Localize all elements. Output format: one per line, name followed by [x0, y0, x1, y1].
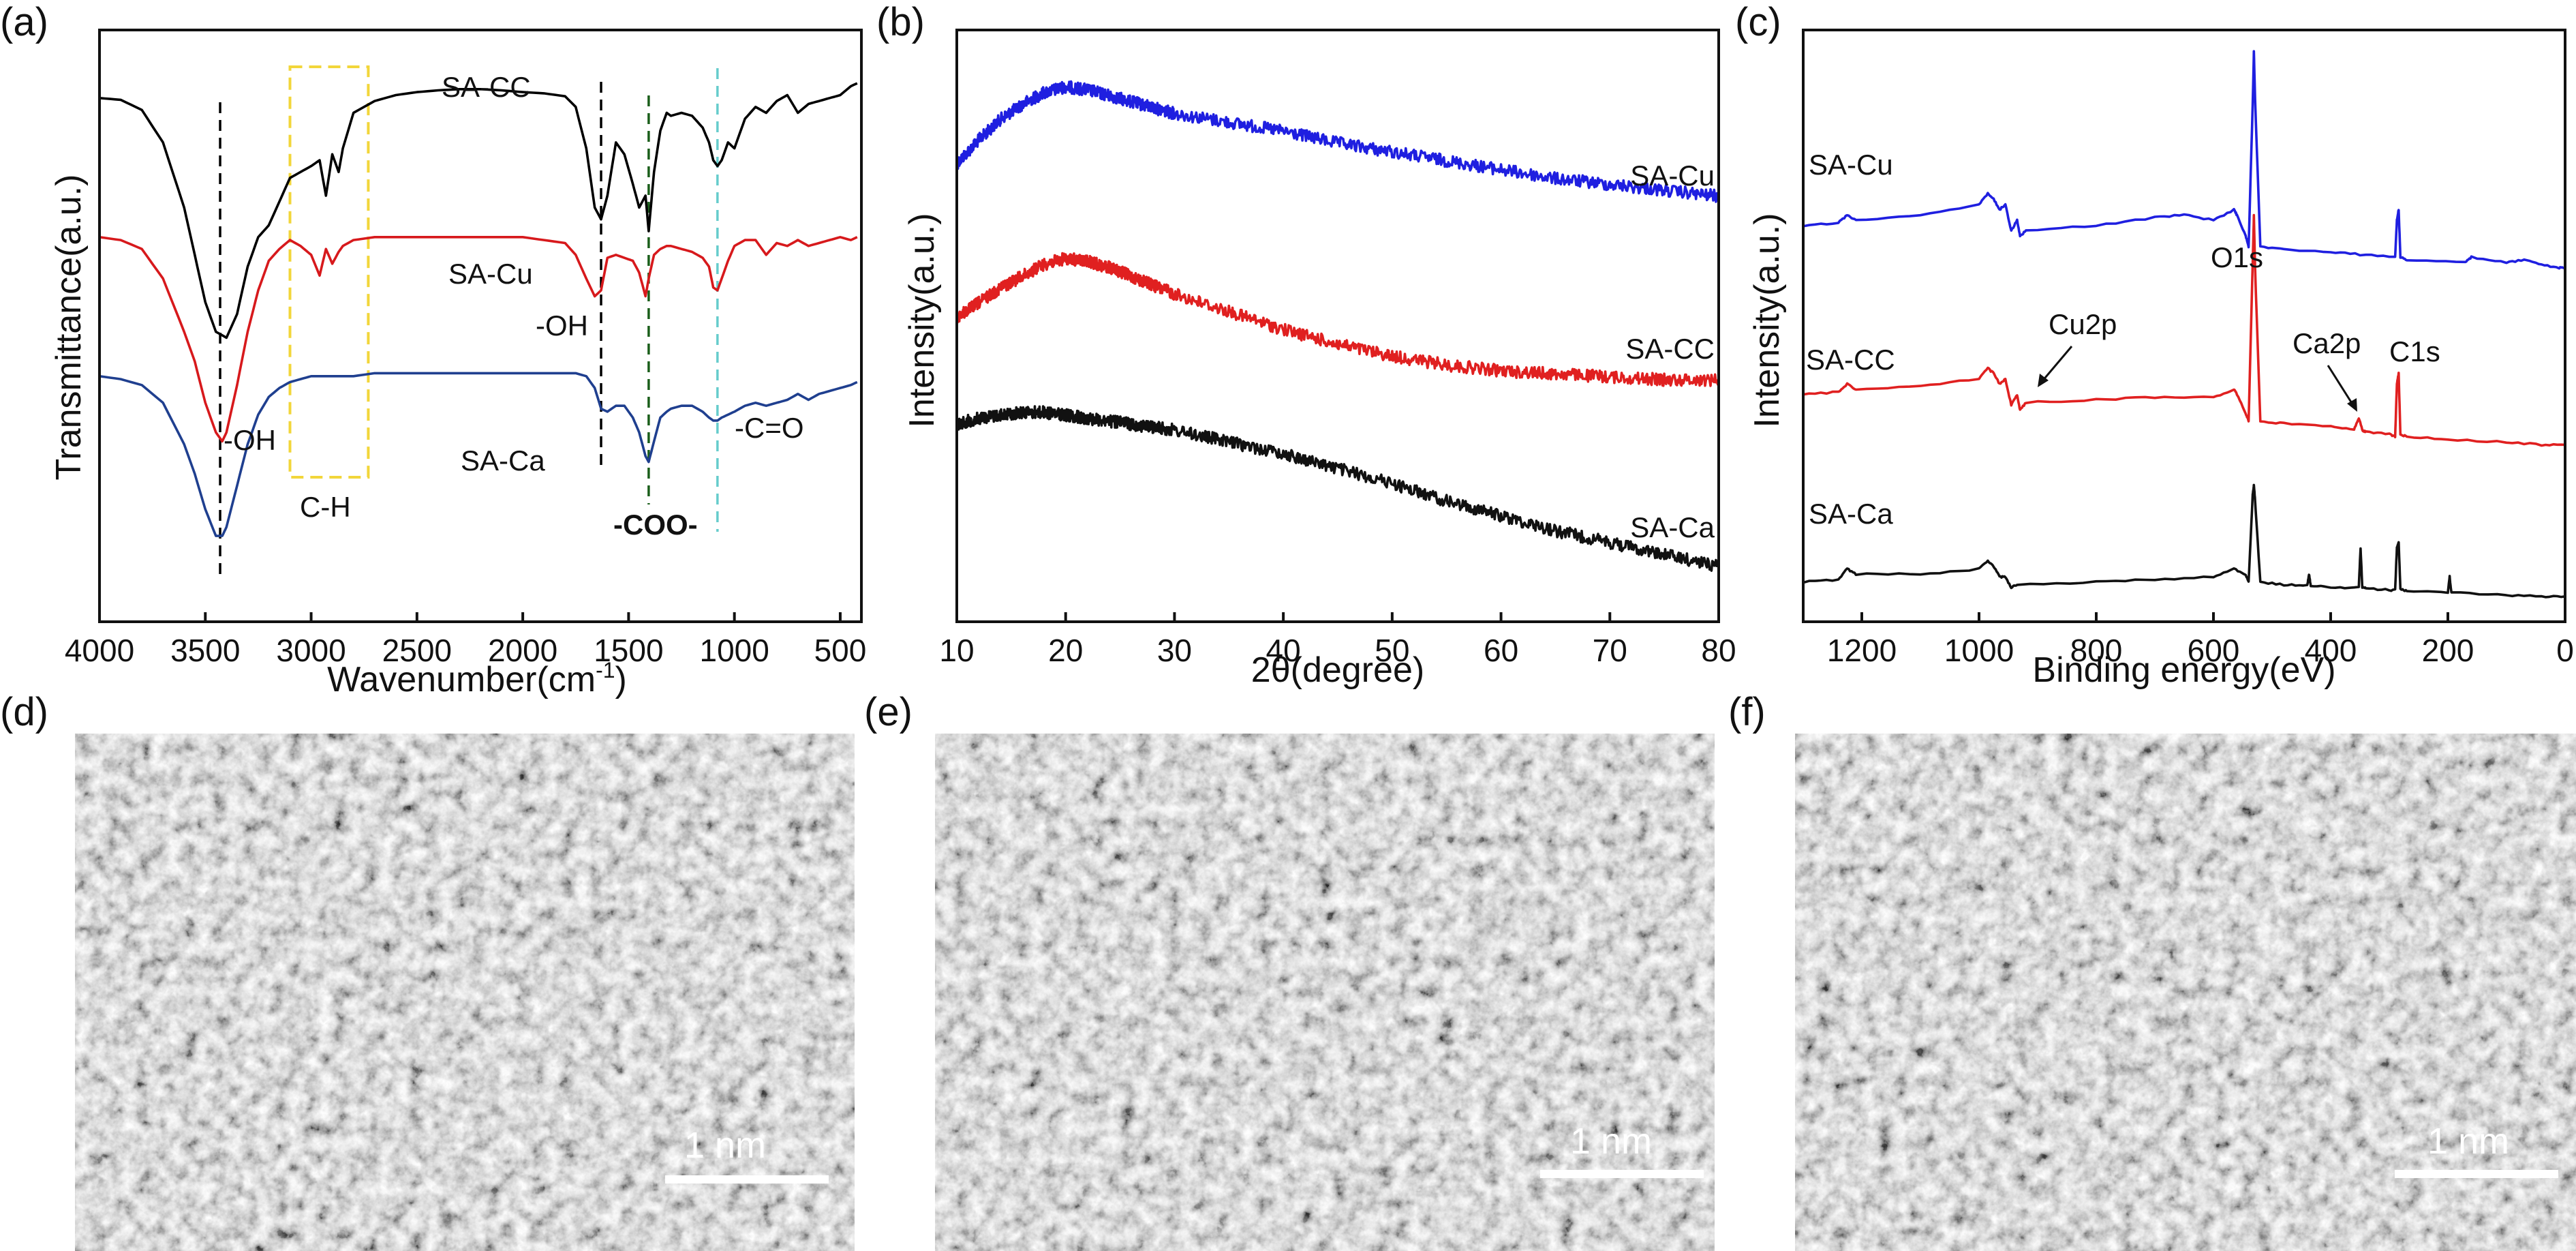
panel-a-series-sa-cu — [99, 236, 858, 443]
panel-c-x-title: Binding energy(eV) — [2032, 650, 2335, 690]
panel-a-x-tick-label-3000: 3000 — [276, 633, 346, 668]
panel-a-x-tick-label-3500: 3500 — [170, 633, 240, 668]
panel-a-annotation-oh-right: -OH — [536, 310, 588, 342]
panel-c-series-sa-cu — [1803, 50, 2566, 270]
panel-a-annotation-coo: -COO- — [613, 509, 698, 541]
panel-c-series-sa-cc — [1803, 213, 2566, 447]
panel-b-x-tick-label-80: 80 — [1701, 633, 1736, 668]
panel-f: (f) 1 nm — [1728, 690, 2576, 1251]
panel-e-scalebar-label: 1 nm — [1570, 1121, 1652, 1162]
panel-d-scalebar — [665, 1175, 829, 1184]
panel-e-sem-texture — [935, 734, 1715, 1251]
panel-c-annotation-ca2p: Ca2p — [2293, 327, 2361, 359]
panel-d-scalebar-label: 1 nm — [684, 1125, 766, 1166]
panel-c-annotation-c1s: C1s — [2389, 335, 2440, 367]
panel-e-scalebar — [1540, 1170, 1704, 1178]
panel-b-series-label-sa-ca: SA-Ca — [1630, 511, 1715, 543]
panel-c-annotation-o1s: O1s — [2211, 241, 2263, 273]
panel-c-x-tick-label-1200: 1200 — [1827, 633, 1897, 668]
panel-a-guide-box — [288, 65, 370, 479]
panel-c-arrow-cu2p — [2040, 346, 2073, 382]
panel-a-x-title-sup: -1 — [596, 658, 615, 682]
panel-c-x-tick-label-400: 400 — [2305, 633, 2357, 668]
panel-a-y-title: Transmittance(a.u.) — [49, 175, 89, 481]
panel-a-x-tick-label-4000: 4000 — [65, 633, 134, 668]
panel-b-series-sa-ca — [955, 405, 1719, 572]
panel-a-x-title-main: Wavenumber(cm — [327, 660, 596, 699]
panel-c-label: (c) — [1735, 0, 1781, 44]
panel-c-series — [1803, 50, 2566, 599]
panel-a-annotation-co: -C=O — [735, 412, 804, 444]
panel-a-series-sa-cc — [99, 82, 858, 340]
panel-a-annotation-ch: C-H — [300, 491, 351, 523]
panel-a-series-label-sa-ca: SA-Ca — [461, 444, 545, 477]
panel-b-series — [955, 80, 1720, 572]
panel-a-x-ticks: 4000 3500 3000 2500 2000 1500 1000 500 — [65, 612, 866, 668]
panel-c-x-tick-label-0: 0 — [2556, 633, 2574, 668]
panel-a-x-tick-label-1000: 1000 — [699, 633, 769, 668]
panel-b-x-tick-label-40: 40 — [1266, 633, 1301, 668]
panel-e-label: (e) — [864, 690, 913, 734]
panel-c-x-ticks: 1200 1000 800 600 400 200 0 — [1827, 612, 2574, 668]
panel-b-series-sa-cc — [955, 252, 1720, 387]
panel-a-series-sa-ca — [99, 372, 858, 537]
panel-a: (a) 4000 3500 3000 2500 2000 1500 1000 500 Tran… — [0, 0, 866, 699]
panel-c-frame — [1802, 29, 2566, 623]
panel-f-scalebar — [2395, 1170, 2558, 1178]
panel-b-x-tick-label-50: 50 — [1375, 633, 1409, 668]
panel-c: (c) 1200 1000 800 600 400 200 0 Intensity(a.u.… — [1735, 0, 2574, 690]
panel-c-arrowhead-ca2p — [2347, 398, 2357, 412]
panel-e: (e) 1 nm — [864, 690, 1715, 1251]
panel-b-series-label-sa-cu: SA-Cu — [1630, 160, 1715, 192]
panel-a-x-title: Wavenumber(cm-1) — [327, 658, 627, 699]
panel-c-x-tick-label-200: 200 — [2422, 633, 2474, 668]
panel-c-annotation-cu2p: Cu2p — [2049, 308, 2117, 340]
panel-b-y-title: Intensity(a.u.) — [902, 213, 942, 427]
panel-a-x-title-end: ) — [615, 660, 627, 699]
panel-c-arrow-ca2p — [2327, 365, 2355, 407]
panel-b: (b) 10 20 30 40 50 60 70 80 Intensity(a.u.) 2θ(… — [876, 0, 1736, 690]
panel-a-x-tick-label-1500: 1500 — [594, 633, 663, 668]
panel-a-annotation-oh-left: -OH — [224, 424, 276, 456]
panel-b-x-tick-label-30: 30 — [1157, 633, 1192, 668]
panel-b-x-title: 2θ(degree) — [1251, 650, 1424, 690]
panel-c-arrowhead-cu2p — [2038, 374, 2049, 387]
panel-b-series-sa-cu — [955, 80, 1720, 203]
panel-b-x-tick-label-60: 60 — [1484, 633, 1518, 668]
panel-d-label: (d) — [0, 690, 48, 734]
panel-d: (d) 1 nm — [0, 690, 855, 1251]
panel-b-x-ticks: 10 20 30 40 50 60 70 80 — [939, 612, 1736, 668]
panel-f-sem-texture — [1795, 734, 2576, 1251]
panel-f-label: (f) — [1728, 690, 1766, 734]
panel-c-series-label-sa-ca: SA-Ca — [1809, 498, 1893, 530]
panel-c-series-label-sa-cu: SA-Cu — [1809, 149, 1893, 181]
panel-a-x-tick-label-2500: 2500 — [382, 633, 452, 668]
panel-c-y-title: Intensity(a.u.) — [1747, 213, 1787, 427]
panel-c-series-sa-ca — [1803, 483, 2566, 599]
panel-a-series-label-sa-cu: SA-Cu — [448, 258, 533, 290]
panel-b-frame — [955, 29, 1720, 623]
panel-f-scalebar-label: 1 nm — [2427, 1121, 2509, 1162]
panel-a-ch-box — [288, 65, 370, 479]
panel-a-label: (a) — [0, 0, 48, 44]
panel-c-x-tick-label-600: 600 — [2188, 633, 2240, 668]
panel-d-sem-texture — [75, 734, 855, 1251]
panel-b-x-tick-label-70: 70 — [1593, 633, 1627, 668]
panel-a-x-tick-label-500: 500 — [814, 633, 867, 668]
panel-c-x-tick-label-800: 800 — [2070, 633, 2123, 668]
panel-a-series-label-sa-cc: SA-CC — [442, 71, 531, 103]
panel-a-series — [99, 82, 858, 537]
panel-a-frame — [98, 29, 863, 623]
panel-b-label: (b) — [876, 0, 925, 44]
panel-b-series-label-sa-cc: SA-CC — [1625, 333, 1715, 365]
panel-c-series-label-sa-cc: SA-CC — [1806, 344, 1895, 376]
panel-b-x-tick-label-10: 10 — [939, 633, 974, 668]
panel-b-x-tick-label-20: 20 — [1048, 633, 1083, 668]
panel-a-guides — [219, 68, 719, 579]
panel-c-x-tick-label-1000: 1000 — [1944, 633, 2014, 668]
panel-a-x-tick-label-2000: 2000 — [488, 633, 557, 668]
